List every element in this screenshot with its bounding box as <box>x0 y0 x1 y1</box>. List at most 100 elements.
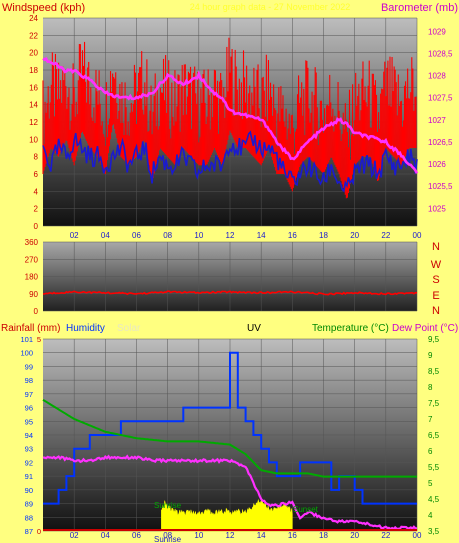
direction-label-s: S <box>432 274 439 286</box>
humidity-tick-label: 100 <box>20 349 33 358</box>
hour-tick-label: 14 <box>257 531 266 540</box>
wind-tick-label: 2 <box>34 205 39 214</box>
dewpoint-line <box>42 454 417 531</box>
temperature-tick-label: 3,5 <box>428 527 440 536</box>
direction-tick-label: 0 <box>34 307 39 316</box>
hour-tick-label: 16 <box>288 531 297 540</box>
temperature-tick-label: 8 <box>428 383 433 392</box>
barometer-tick-label: 1025 <box>428 204 446 213</box>
barometer-tick-label: 1028 <box>428 72 446 81</box>
legend-uv: UV <box>247 323 261 334</box>
hour-tick-label: 02 <box>70 231 79 240</box>
humidity-tick-label: 96 <box>25 404 33 413</box>
hour-tick-label: 16 <box>288 231 297 240</box>
legend-dewpoint: Dew Point (°C) <box>392 323 458 334</box>
hour-tick-label: 12 <box>226 531 235 540</box>
humidity-tick-label: 101 <box>20 335 33 344</box>
temperature-tick-label: 9,5 <box>428 335 440 344</box>
humidity-tick-label: 98 <box>25 376 33 385</box>
barometer-axis-title: Barometer (mb) <box>381 2 458 14</box>
solar-area <box>161 498 293 532</box>
barometer-tick-label: 1027,5 <box>428 94 453 103</box>
humidity-tick-label: 91 <box>25 472 33 481</box>
hour-tick-label: 10 <box>194 531 203 540</box>
hour-tick-label: 00 <box>413 231 422 240</box>
climate-panel-grid <box>43 338 418 532</box>
wind-tick-label: 22 <box>29 31 38 40</box>
hour-tick-label: 04 <box>101 531 110 540</box>
direction-tick-label: 270 <box>25 255 39 264</box>
direction-label-n-top: N <box>432 241 440 253</box>
wind-tick-label: 18 <box>29 66 38 75</box>
humidity-tick-label: 87 <box>25 527 33 536</box>
wind-direction-line <box>43 290 418 296</box>
direction-label-n-bottom: N <box>432 305 440 317</box>
wind-tick-label: 10 <box>29 135 38 144</box>
direction-tick-label: 180 <box>25 273 39 282</box>
humidity-tick-label: 93 <box>25 445 33 454</box>
wind-axis-title: Windspeed (kph) <box>2 2 85 14</box>
avg-wind-line <box>42 130 418 193</box>
legend-temperature: Temperature (°C) <box>312 323 389 334</box>
temperature-tick-label: 6 <box>428 447 433 456</box>
hour-tick-label: 04 <box>101 231 110 240</box>
temperature-tick-label: 7 <box>428 415 433 424</box>
temperature-tick-label: 5 <box>428 479 433 488</box>
wind-tick-label: 24 <box>29 14 38 23</box>
temperature-tick-label: 8,5 <box>428 367 440 376</box>
wind-tick-label: 4 <box>34 187 39 196</box>
humidity-tick-label: 94 <box>25 431 33 440</box>
hour-tick-label: 14 <box>257 231 266 240</box>
hour-tick-label: 00 <box>413 531 422 540</box>
hour-tick-label: 22 <box>381 531 390 540</box>
humidity-tick-label: 88 <box>25 513 33 522</box>
humidity-tick-label: 95 <box>25 417 33 426</box>
temperature-tick-label: 4,5 <box>428 495 440 504</box>
humidity-tick-label: 89 <box>25 500 33 509</box>
direction-label-w: W <box>431 259 442 271</box>
legend-solar: Solar <box>117 323 141 334</box>
legend-humidity: Humidity <box>66 323 105 334</box>
wind-tick-label: 16 <box>29 83 38 92</box>
wind-tick-label: 0 <box>34 222 39 231</box>
wind-tick-label: 14 <box>29 101 38 110</box>
hour-tick-label: 22 <box>381 231 390 240</box>
sunrise-label: Sunrise <box>154 501 182 510</box>
direction-tick-label: 90 <box>29 290 38 299</box>
temperature-tick-label: 7,5 <box>428 399 440 408</box>
sunset-label: Sunset <box>293 505 319 514</box>
hour-tick-label: 12 <box>226 231 235 240</box>
hour-tick-label: 20 <box>350 231 359 240</box>
barometer-line <box>42 56 419 174</box>
barometer-tick-label: 1029 <box>428 27 446 36</box>
humidity-tick-label: 97 <box>25 390 33 399</box>
legend-rainfall: Rainfall (mm) <box>1 323 60 334</box>
barometer-tick-label: 1028,5 <box>428 49 453 58</box>
hour-tick-label: 06 <box>132 231 141 240</box>
barometer-tick-label: 1025,5 <box>428 182 453 191</box>
humidity-tick-label: 99 <box>25 362 33 371</box>
direction-panel-grid <box>43 241 418 312</box>
wind-tick-label: 8 <box>34 153 39 162</box>
sunrise-axis-label: Sunrise <box>154 535 182 543</box>
barometer-tick-label: 1026,5 <box>428 138 453 147</box>
wind-tick-label: 20 <box>29 49 38 58</box>
wind-tick-label: 6 <box>34 170 39 179</box>
humidity-tick-label: 92 <box>25 458 33 467</box>
temperature-tick-label: 5,5 <box>428 463 440 472</box>
hour-tick-label: 18 <box>319 231 328 240</box>
chart-marks <box>42 37 419 532</box>
temperature-tick-label: 4 <box>428 511 433 520</box>
hour-tick-label: 08 <box>163 531 172 540</box>
rainfall-tick-label: 0 <box>37 527 41 536</box>
barometer-tick-label: 1026 <box>428 160 446 169</box>
hour-tick-label: 20 <box>350 531 359 540</box>
hour-tick-label: 08 <box>163 231 172 240</box>
rainfall-tick-label: 5 <box>37 335 41 344</box>
wind-tick-label: 12 <box>29 118 38 127</box>
hour-tick-label: 18 <box>319 531 328 540</box>
wind-gust-series <box>42 37 417 199</box>
direction-label-e: E <box>432 290 439 302</box>
hour-tick-label: 06 <box>132 531 141 540</box>
